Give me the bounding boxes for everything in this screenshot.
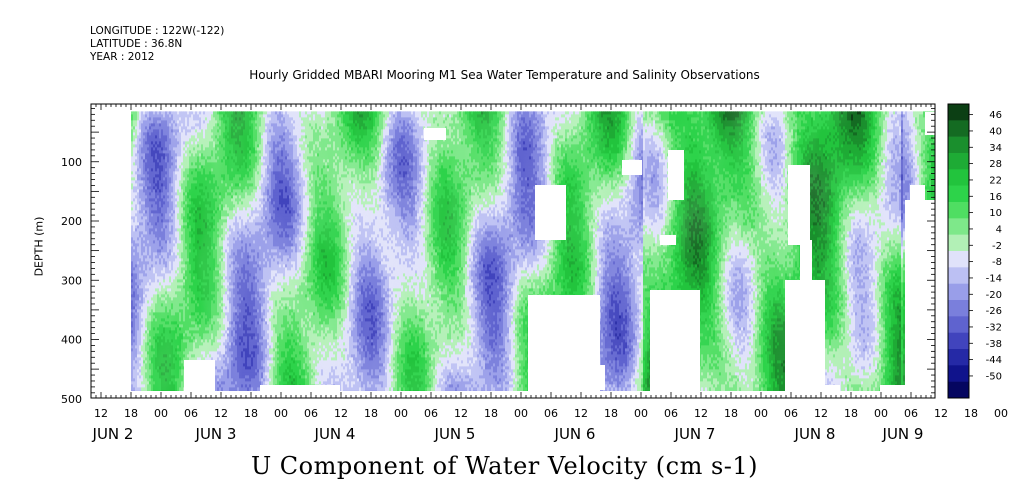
x-tick-label: 06 xyxy=(664,407,678,420)
x-tick-label: 12 xyxy=(814,407,828,420)
colorbar-swatch xyxy=(948,218,969,235)
colorbar-swatch xyxy=(948,365,969,382)
year-label: YEAR : 2012 xyxy=(90,51,154,64)
colorbar-swatch xyxy=(948,185,969,203)
colorbar-label: 10 xyxy=(989,208,1002,219)
x-tick-label: 18 xyxy=(484,407,498,420)
colorbar-swatch xyxy=(948,234,969,252)
x-tick-label: 18 xyxy=(964,407,978,420)
colorbar-swatch xyxy=(948,120,969,137)
colorbar-swatch xyxy=(948,136,969,154)
colorbar-label: -26 xyxy=(986,306,1002,317)
x-tick-label: 06 xyxy=(424,407,438,420)
x-tick-label: 06 xyxy=(544,407,558,420)
x-tick-label: 00 xyxy=(874,407,888,420)
x-tick-label: 00 xyxy=(274,407,288,420)
variable-title: U Component of Water Velocity (cm s-1) xyxy=(0,452,1009,480)
colorbar-label: 4 xyxy=(996,224,1002,235)
colorbar-label: 34 xyxy=(989,143,1002,154)
colorbar-swatch xyxy=(948,104,969,121)
colorbar-label: 40 xyxy=(989,126,1002,137)
colorbar-swatch xyxy=(948,332,969,350)
x-tick-label: 06 xyxy=(904,407,918,420)
x-day-label: JUN 4 xyxy=(314,425,356,443)
x-tick-label: 00 xyxy=(394,407,408,420)
colorbar: 46 40 34 28 22 16 10 4 -2 -8 -14 -20 -26 -32 -38 -44 -50 xyxy=(947,103,1002,399)
x-tick-label: 00 xyxy=(154,407,168,420)
colorbar-label: 22 xyxy=(989,175,1002,186)
y-tick-label: 500 xyxy=(61,393,82,406)
colorbar-swatch xyxy=(948,349,969,366)
x-tick-label: 00 xyxy=(994,407,1008,420)
x-tick-label: 12 xyxy=(94,407,108,420)
x-tick-label: 06 xyxy=(304,407,318,420)
colorbar-swatch xyxy=(948,316,969,333)
x-tick-label: 00 xyxy=(514,407,528,420)
colorbar-label: -38 xyxy=(986,339,1002,350)
x-day-label: JUN 8 xyxy=(794,425,836,443)
x-day-label: JUN 6 xyxy=(554,425,596,443)
colorbar-label: -20 xyxy=(986,290,1002,301)
x-tick-label: 18 xyxy=(604,407,618,420)
colorbar-label: -2 xyxy=(992,241,1002,252)
x-tick-label: 18 xyxy=(844,407,858,420)
x-tick-label: 18 xyxy=(244,407,258,420)
x-day-label: JUN 5 xyxy=(434,425,476,443)
colorbar-swatch xyxy=(948,381,969,399)
y-tick-label: 300 xyxy=(61,274,82,287)
x-tick-label: 00 xyxy=(754,407,768,420)
data-gaps xyxy=(184,112,935,398)
colorbar-label: 16 xyxy=(989,192,1002,203)
colorbar-label: 46 xyxy=(989,110,1002,121)
y-tick-label: 400 xyxy=(61,334,82,347)
x-day-label: JUN 2 xyxy=(92,425,134,443)
colorbar-swatch xyxy=(948,202,969,219)
x-tick-label: 12 xyxy=(694,407,708,420)
x-tick-label: 12 xyxy=(574,407,588,420)
colorbar-label: -44 xyxy=(986,355,1002,366)
x-tick-label: 06 xyxy=(184,407,198,420)
longitude-label: LONGITUDE : 122W(-122) xyxy=(90,25,224,38)
y-tick-label: 200 xyxy=(61,215,82,228)
x-tick-label: 00 xyxy=(634,407,648,420)
plot-title: Hourly Gridded MBARI Mooring M1 Sea Wate… xyxy=(0,68,1009,82)
x-day-label: JUN 9 xyxy=(882,425,924,443)
colorbar-swatch xyxy=(948,251,969,268)
x-tick-label: 12 xyxy=(454,407,468,420)
y-tick-label: 100 xyxy=(61,156,82,169)
colorbar-swatch xyxy=(948,300,969,317)
colorbar-swatch xyxy=(948,169,969,186)
latitude-label: LATITUDE : 36.8N xyxy=(90,38,182,51)
x-tick-label: 18 xyxy=(364,407,378,420)
x-tick-label: 12 xyxy=(334,407,348,420)
colorbar-label: -32 xyxy=(986,322,1002,333)
colorbar-label: 28 xyxy=(989,159,1002,170)
axes: 12 18 00 06 12 18 00 06 12 18 00 06 12 18 00 06 12 18 00 06… xyxy=(61,103,1008,443)
x-tick-label: 12 xyxy=(934,407,948,420)
colorbar-label: -14 xyxy=(986,273,1002,284)
colorbar-swatch xyxy=(948,153,969,170)
x-day-label: JUN 7 xyxy=(674,425,716,443)
colorbar-label: -50 xyxy=(986,371,1002,382)
x-tick-label: 18 xyxy=(724,407,738,420)
colorbar-swatch xyxy=(948,283,969,301)
x-tick-label: 12 xyxy=(214,407,228,420)
x-tick-label: 06 xyxy=(784,407,798,420)
x-tick-label: 18 xyxy=(124,407,138,420)
x-day-label: JUN 3 xyxy=(195,425,237,443)
colorbar-label: -8 xyxy=(992,257,1002,268)
colorbar-swatch xyxy=(948,267,969,284)
